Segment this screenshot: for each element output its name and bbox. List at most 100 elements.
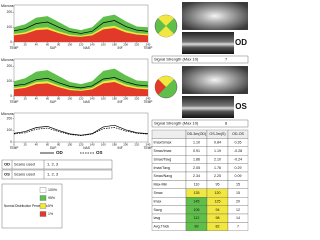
- fundus-image: [182, 66, 248, 94]
- sector-label: TEMP: [144, 46, 153, 50]
- table-value: 120: [215, 191, 221, 195]
- sector-label: SUP: [50, 146, 57, 150]
- table-header: OS-3m(S): [209, 132, 225, 136]
- table-value: 94: [216, 208, 220, 212]
- x-tick-label: 200: [123, 97, 128, 101]
- scan-value: 1, 2, 3: [47, 162, 59, 167]
- legend-color: [39, 211, 47, 217]
- x-tick-label: 220: [134, 97, 139, 101]
- legend-color: [39, 203, 47, 209]
- legend-item: 100%: [48, 188, 57, 192]
- x-tick-label: 240: [146, 143, 151, 147]
- table-value: 2.34: [193, 174, 200, 178]
- sector-label: TEMP: [10, 146, 19, 150]
- percentile-band: [14, 27, 148, 42]
- sector-label: TEMP: [144, 100, 153, 104]
- table-value: 1.10: [193, 141, 200, 145]
- x-tick-label: 0: [13, 143, 15, 147]
- table-value: 0.26: [235, 141, 242, 145]
- x-tick-label: 220: [134, 143, 139, 147]
- sector-label: INF: [118, 100, 123, 104]
- table-value: Smax/Navg: [154, 174, 173, 178]
- scan-label: Scans used: [14, 162, 35, 167]
- table-value: Imax/Smax: [154, 141, 172, 145]
- table-value: Smax/Tavg: [154, 157, 172, 161]
- table-value: 106: [194, 208, 200, 212]
- legend-item: 95%: [48, 196, 55, 200]
- signal-label: Signal Strength (Max 10): [154, 121, 199, 126]
- x-tick-label: 140: [90, 143, 95, 147]
- table-value: Avg.Thick: [154, 225, 170, 229]
- table-value: 95: [216, 183, 220, 187]
- table-value: 110: [194, 183, 200, 187]
- y-tick-label: 200: [7, 117, 13, 121]
- sector-label: NAS: [83, 46, 90, 50]
- x-tick-label: 100: [67, 97, 72, 101]
- signal-label: Signal Strength (Max 10): [154, 57, 199, 62]
- table-value: Imax/Tavg: [154, 166, 170, 170]
- x-tick-label: 240: [146, 97, 151, 101]
- y-tick-label: 0: [10, 40, 12, 44]
- sector-label: TEMP: [10, 46, 19, 50]
- table-value: 0.29: [235, 166, 242, 170]
- sector: [158, 75, 174, 87]
- scan-label: Scans used: [14, 172, 35, 177]
- sector-label: NAS: [83, 100, 90, 104]
- table-value: Savg: [154, 208, 162, 212]
- table-value: 135: [194, 191, 200, 195]
- y-tick-label: 100: [7, 79, 13, 83]
- x-tick-label: 120: [79, 143, 84, 147]
- x-tick-label: 20: [24, 43, 28, 47]
- x-tick-label: 120: [79, 97, 84, 101]
- x-tick-label: 60: [46, 97, 50, 101]
- table-value: 14: [236, 216, 240, 220]
- table-value: 1.76: [214, 166, 221, 170]
- sector-label: NAS: [83, 146, 90, 150]
- sector-label: INF: [118, 46, 123, 50]
- x-tick-label: 120: [79, 43, 84, 47]
- y-axis-label: Microns: [1, 112, 14, 116]
- x-tick-label: 220: [134, 43, 139, 47]
- sector-label: SUP: [50, 46, 57, 50]
- x-tick-label: 60: [46, 143, 50, 147]
- table-value: Imax: [154, 199, 162, 203]
- x-tick-label: 240: [146, 43, 151, 47]
- thickness-line: [13, 127, 149, 136]
- sector: [158, 14, 174, 26]
- sector-label: SUP: [50, 100, 57, 104]
- table-value: Iavg: [154, 216, 161, 220]
- legend-label: OD: [56, 150, 64, 155]
- table-cell: [151, 129, 187, 139]
- sector: [154, 79, 166, 95]
- fundus-image: [182, 2, 248, 30]
- table-value: 112: [194, 216, 200, 220]
- table-value: 15: [236, 183, 240, 187]
- y-axis-label: Microns: [1, 58, 14, 62]
- table-value: 2.10: [214, 157, 221, 161]
- y-tick-label: 200: [7, 10, 13, 14]
- scan-eye: OS: [4, 172, 10, 177]
- table-value: 1.86: [193, 157, 200, 161]
- x-tick-label: 20: [24, 97, 28, 101]
- sector-label: TEMP: [144, 146, 153, 150]
- x-tick-label: 180: [112, 97, 117, 101]
- table-header: OD-OS: [232, 132, 244, 136]
- signal-box: [151, 119, 249, 128]
- table-value: 1.19: [214, 149, 221, 153]
- x-tick-label: 160: [101, 143, 106, 147]
- x-tick-label: 200: [123, 143, 128, 147]
- scan-value: 1, 2, 3: [47, 172, 59, 177]
- y-tick-label: 100: [7, 25, 13, 29]
- x-tick-label: 0: [13, 43, 15, 47]
- table-value: 82: [216, 225, 220, 229]
- y-tick-label: 200: [7, 64, 13, 68]
- legend-label: OS: [96, 150, 103, 155]
- table-header: OD-3m(OD): [187, 132, 206, 136]
- table-value: Max-Min: [154, 183, 168, 187]
- table-cell: [227, 222, 249, 231]
- percentile-band: [14, 81, 148, 96]
- thickness-line: [13, 20, 149, 34]
- legend-item: 1%: [48, 212, 53, 216]
- scan-row: [1, 159, 113, 170]
- eye-label: OD: [235, 38, 247, 47]
